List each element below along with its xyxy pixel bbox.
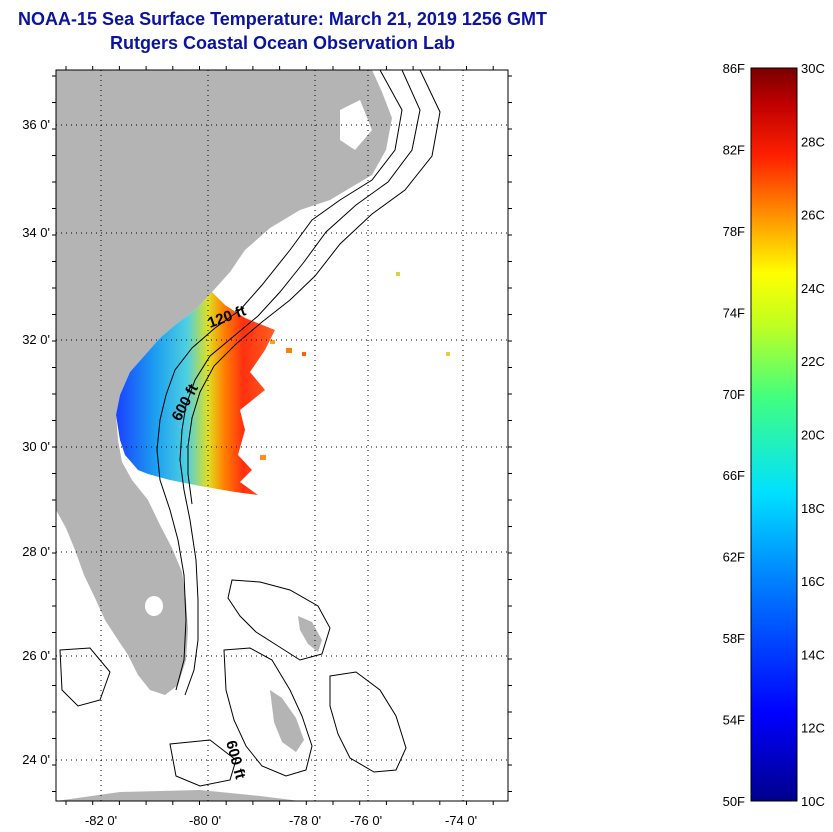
lon-label: -74 0' bbox=[445, 813, 477, 828]
lat-label: 36 0' bbox=[22, 117, 50, 132]
lat-label: 34 0' bbox=[22, 225, 50, 240]
lat-label: 26 0' bbox=[22, 648, 50, 663]
colorbar-f-label: 82F bbox=[723, 142, 745, 157]
colorbar-f-label: 70F bbox=[723, 387, 745, 402]
land-mainland bbox=[56, 70, 392, 695]
colorbar-labels: 86F 82F 78F 74F 70F 66F 62F 58F 54F 50F 30C 28C 26C 2… bbox=[723, 61, 825, 809]
land-cuba bbox=[56, 790, 300, 801]
land-bahamas-andros bbox=[270, 690, 304, 752]
lon-label: -80 0' bbox=[189, 813, 221, 828]
map-title: NOAA-15 Sea Surface Temperature: March 2… bbox=[18, 9, 547, 29]
colorbar-c-label: 14C bbox=[801, 647, 825, 662]
lat-label: 28 0' bbox=[22, 544, 50, 559]
sst-swath bbox=[116, 292, 275, 495]
colorbar-c-label: 26C bbox=[801, 208, 825, 223]
lat-label: 30 0' bbox=[22, 439, 50, 454]
colorbar-c-label: 20C bbox=[801, 428, 825, 443]
sst-specks bbox=[260, 272, 450, 460]
lat-label: 32 0' bbox=[22, 332, 50, 347]
lon-label: -78 0' bbox=[289, 813, 321, 828]
colorbar-f-label: 74F bbox=[723, 305, 745, 320]
colorbar-f-label: 54F bbox=[723, 713, 745, 728]
colorbar-f-label: 62F bbox=[723, 550, 745, 565]
colorbar-c-label: 18C bbox=[801, 501, 825, 516]
colorbar bbox=[750, 67, 798, 802]
colorbar-f-label: 86F bbox=[723, 61, 745, 76]
colorbar-f-label: 58F bbox=[723, 631, 745, 646]
colorbar-c-label: 16C bbox=[801, 574, 825, 589]
colorbar-c-label: 12C bbox=[801, 721, 825, 736]
colorbar-f-label: 66F bbox=[723, 468, 745, 483]
lat-label: 24 0' bbox=[22, 752, 50, 767]
lon-label: -76 0' bbox=[350, 813, 382, 828]
graticule: 36 0' 34 0' 32 0' 30 0' 28 0' 26 0' 24 0' -82 0… bbox=[22, 66, 512, 828]
colorbar-c-label: 30C bbox=[801, 61, 825, 76]
colorbar-c-label: 10C bbox=[801, 794, 825, 809]
lake-okeechobee bbox=[145, 596, 163, 616]
colorbar-f-label: 50F bbox=[723, 794, 745, 809]
map-frame bbox=[55, 69, 509, 802]
colorbar-c-label: 28C bbox=[801, 134, 825, 149]
land-bahamas-abaco bbox=[298, 616, 322, 652]
depth-contours bbox=[59, 70, 441, 787]
colorbar-c-label: 24C bbox=[801, 281, 825, 296]
colorbar-c-label: 22C bbox=[801, 354, 825, 369]
map-subtitle: Rutgers Coastal Ocean Observation Lab bbox=[109, 33, 456, 53]
colorbar-f-label: 78F bbox=[723, 224, 745, 239]
lon-label: -82 0' bbox=[85, 813, 117, 828]
